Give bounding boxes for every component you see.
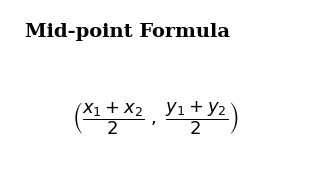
Text: Mid-point Formula: Mid-point Formula [25, 23, 230, 41]
Text: $\left(\dfrac{x_1+x_2}{2}\ ,\ \dfrac{y_1+y_2}{2}\right)$: $\left(\dfrac{x_1+x_2}{2}\ ,\ \dfrac{y_1… [72, 100, 239, 137]
